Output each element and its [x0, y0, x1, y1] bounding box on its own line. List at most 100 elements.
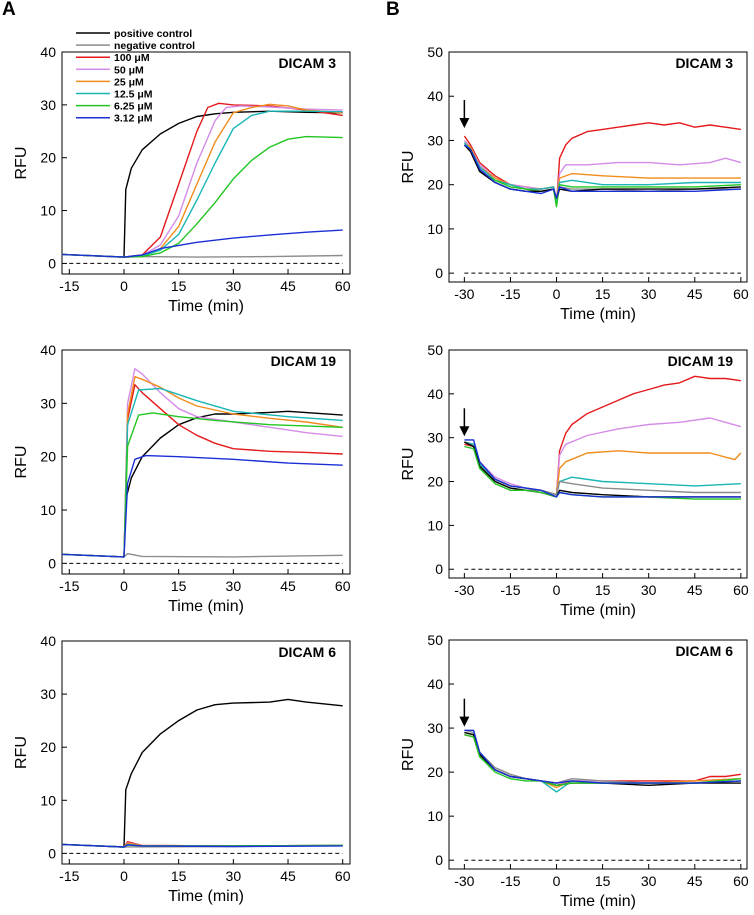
chart-title: DICAM 19 — [271, 353, 337, 369]
x-tick-label: 30 — [641, 873, 657, 889]
x-tick-label: 60 — [335, 278, 351, 294]
plot-frame — [448, 639, 748, 870]
x-tick-label: -15 — [500, 582, 520, 598]
series-line-6-25-m — [61, 135, 343, 258]
series-line-positive-control — [463, 144, 741, 199]
panel-label-a: A — [2, 0, 16, 20]
chart-b1: 0 10 20 30 40 50 -30 -15 0 15 30 45 60 Time (min) RFU D… — [400, 44, 749, 323]
x-axis-label: Time (min) — [168, 598, 244, 615]
y-axis-label: RFU — [13, 147, 30, 180]
y-tick-label: 30 — [40, 395, 56, 411]
series-line-6-25-m — [61, 412, 343, 558]
x-axis-label: Time (min) — [168, 298, 244, 315]
y-tick-label: 0 — [48, 845, 56, 861]
y-tick-label: 20 — [40, 150, 56, 166]
y-tick-label: 30 — [427, 132, 443, 148]
x-tick-label: 0 — [120, 578, 128, 594]
y-axis-label: RFU — [13, 736, 30, 769]
panel-label-b: B — [386, 0, 400, 20]
x-tick-label: 45 — [687, 582, 703, 598]
x-tick-label: 15 — [595, 286, 611, 302]
series-line-negative-control — [463, 144, 741, 199]
y-tick-label: 20 — [427, 177, 443, 193]
legend-label: 25 μM — [114, 76, 144, 88]
series-line-100-m — [61, 384, 343, 558]
y-tick-label: 0 — [48, 555, 56, 571]
x-tick-label: 60 — [335, 578, 351, 594]
x-tick-label: -15 — [500, 286, 520, 302]
y-tick-label: 30 — [40, 686, 56, 702]
y-tick-label: 20 — [40, 739, 56, 755]
legend-label: 3.12 μM — [114, 113, 153, 125]
y-tick-label: 30 — [427, 720, 443, 736]
x-tick-label: 45 — [687, 286, 703, 302]
y-axis-label: RFU — [400, 448, 417, 481]
legend-label: positive control — [114, 28, 192, 40]
legend-label: 6.25 μM — [114, 101, 153, 113]
y-tick-label: 40 — [427, 88, 443, 104]
series-line-3-12-m — [464, 439, 741, 498]
legend-label: negative control — [114, 40, 195, 52]
x-tick-label: 0 — [553, 873, 561, 889]
x-tick-label: 45 — [687, 873, 703, 889]
x-axis-label: Time (min) — [560, 602, 636, 619]
x-tick-label: -15 — [59, 578, 79, 594]
chart-title: DICAM 6 — [278, 644, 336, 660]
chart-b2: 0 10 20 30 40 50 -30 -15 0 15 30 45 60 Time (min) RFU D… — [400, 342, 749, 619]
y-tick-label: 40 — [40, 44, 56, 60]
x-tick-label: 60 — [733, 286, 749, 302]
y-tick-label: 40 — [427, 676, 443, 692]
plot-frame — [448, 51, 748, 283]
y-tick-label: 0 — [435, 265, 443, 281]
x-tick-label: 30 — [641, 286, 657, 302]
chart-b3: 0 10 20 30 40 50 -30 -15 0 15 30 45 60 Time (min) RFU D… — [400, 632, 749, 910]
y-tick-label: 10 — [427, 808, 443, 824]
x-tick-label: 30 — [226, 578, 242, 594]
x-tick-label: 30 — [641, 582, 657, 598]
series-line-50-m — [464, 417, 742, 496]
y-axis-label: RFU — [400, 151, 417, 184]
x-axis-label: Time (min) — [560, 893, 636, 910]
chart-title: DICAM 6 — [675, 643, 733, 659]
plot-frame — [61, 51, 351, 275]
y-tick-label: 30 — [40, 97, 56, 113]
x-tick-label: 15 — [171, 278, 187, 294]
chart-title: DICAM 19 — [668, 353, 734, 369]
series-line-100-m — [464, 734, 741, 784]
series-line-positive-control — [61, 410, 343, 558]
y-tick-label: 0 — [435, 852, 443, 868]
y-tick-label: 0 — [435, 561, 443, 577]
x-tick-label: 45 — [280, 868, 296, 884]
x-tick-label: 15 — [171, 578, 187, 594]
injection-arrow-icon — [459, 118, 470, 129]
series-line-3-12-m — [463, 144, 741, 199]
injection-arrow-icon — [459, 426, 470, 437]
x-tick-label: 15 — [595, 582, 611, 598]
y-tick-label: 50 — [427, 632, 443, 648]
series-line-100-m — [464, 375, 741, 496]
y-tick-label: 0 — [48, 255, 56, 271]
series-line-12-5-m — [463, 142, 741, 204]
series-line-50-m — [61, 368, 343, 558]
legend-label: 100 μM — [114, 52, 150, 64]
x-tick-label: 15 — [595, 873, 611, 889]
x-tick-label: -30 — [454, 286, 474, 302]
series-line-12-5-m — [61, 387, 343, 558]
x-tick-label: 30 — [226, 278, 242, 294]
series-line-3-12-m — [61, 843, 343, 848]
series-line-positive-control — [61, 698, 343, 848]
y-tick-label: 20 — [427, 764, 443, 780]
y-tick-label: 10 — [40, 792, 56, 808]
x-tick-label: 0 — [553, 286, 561, 302]
series-line-positive-control — [61, 110, 343, 258]
x-tick-label: 60 — [733, 873, 749, 889]
series-line-6-25-m — [464, 734, 741, 786]
plot-frame — [61, 349, 351, 575]
y-tick-label: 10 — [427, 517, 443, 533]
x-tick-label: 15 — [171, 868, 187, 884]
x-tick-label: -15 — [59, 278, 79, 294]
y-tick-label: 50 — [427, 44, 443, 60]
y-tick-label: 40 — [40, 633, 56, 649]
